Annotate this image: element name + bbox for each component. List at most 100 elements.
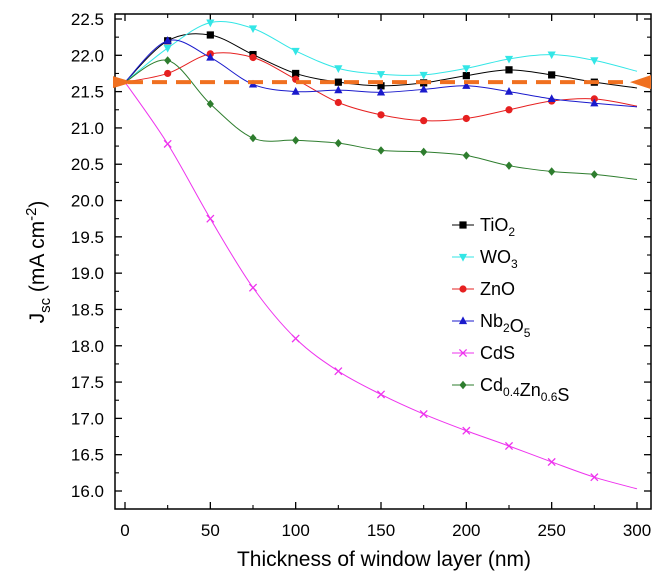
legend-label-part: 0.4 (503, 385, 520, 399)
y-axis-title-group: Jsc (mA cm-2) (23, 201, 54, 324)
data-point-Cd0.4Zn0.6S-250 (548, 167, 556, 176)
y-tick-label-21.5: 21.5 (71, 83, 104, 102)
legend-item-CdS: CdS (452, 343, 515, 363)
plot-area (113, 19, 651, 490)
y-tick-label-20.0: 20.0 (71, 192, 104, 211)
legend-label-part: S (557, 385, 569, 405)
data-point-Cd0.4Zn0.6S-25 (164, 56, 172, 65)
data-point-Cd0.4Zn0.6S-225 (505, 161, 513, 170)
data-point-TiO2-225 (505, 66, 513, 74)
legend-marker-TiO2 (459, 221, 467, 229)
data-point-WO3-175 (419, 71, 428, 80)
legend-item-ZnO: ZnO (452, 279, 515, 299)
data-point-ZnO-225 (505, 106, 513, 114)
data-point-Nb2O5-175 (419, 84, 428, 93)
legend-marker-Nb2O5 (458, 316, 468, 325)
data-point-TiO2-250 (548, 71, 556, 79)
data-point-TiO2-125 (334, 78, 342, 86)
legend-label-part: Nb (480, 311, 503, 331)
data-point-CdS-75 (248, 283, 258, 292)
data-point-ZnO-75 (249, 53, 257, 62)
data-point-WO3-275 (590, 57, 599, 65)
y-tick-label-20.5: 20.5 (71, 155, 104, 174)
data-point-CdS-225 (504, 441, 514, 451)
x-tick-label-50: 50 (201, 521, 220, 540)
legend-label-WO3: WO3 (480, 247, 518, 271)
series-CdS (124, 81, 638, 490)
legend-label-part: 2 (503, 321, 510, 335)
data-point-Nb2O5-200 (462, 81, 471, 89)
legend-marker-ZnO (459, 285, 467, 293)
series-line-CdS (124, 81, 638, 490)
legend-item-TiO2: TiO2 (452, 215, 515, 239)
data-point-Nb2O5-225 (504, 87, 514, 95)
data-point-WO3-200 (462, 65, 471, 73)
legend-label-part: 5 (524, 326, 531, 340)
legend-label-part: WO (480, 247, 511, 267)
y-tick-label-19.5: 19.5 (71, 228, 104, 247)
y-tick-label-17.5: 17.5 (71, 373, 104, 392)
legend-label-part: Cd (480, 375, 503, 395)
y-tick-label-18.0: 18.0 (71, 337, 104, 356)
x-axis-title: Thickness of window layer (nm) (237, 548, 531, 571)
data-point-Cd0.4Zn0.6S-75 (249, 133, 257, 143)
data-point-WO3-25 (163, 44, 172, 53)
legend-item-Cd0.4Zn0.6S: Cd0.4Zn0.6S (452, 375, 569, 405)
data-point-Nb2O5-50 (206, 52, 215, 61)
data-point-WO3-100 (291, 47, 300, 56)
data-point-Nb2O5-275 (590, 98, 599, 107)
data-point-Nb2O5-150 (376, 87, 386, 96)
series-Nb2O5 (124, 36, 638, 108)
y-axis-title-unit-sup: -2 (23, 208, 40, 221)
data-point-CdS-200 (462, 426, 471, 435)
data-point-Nb2O5-25 (163, 36, 172, 44)
x-tick-label-200: 200 (452, 521, 480, 540)
data-point-CdS-25 (163, 139, 172, 148)
reference-line-start-marker (113, 76, 133, 89)
data-point-WO3-250 (547, 51, 556, 60)
data-point-TiO2-150 (377, 82, 385, 90)
x-tick-label-250: 250 (537, 521, 565, 540)
legend-label-Nb2O5: Nb2O5 (480, 311, 531, 340)
data-point-TiO2-50 (206, 31, 214, 39)
data-point-CdS-150 (376, 390, 386, 399)
series-line-TiO2 (124, 33, 638, 89)
data-point-WO3-150 (376, 71, 386, 79)
x-tick-label-0: 0 (120, 521, 129, 540)
series-Cd0.4Zn0.6S (124, 56, 638, 180)
legend-label-part: TiO (480, 215, 508, 235)
data-point-ZnO-200 (462, 114, 470, 123)
legend-label-ZnO: ZnO (480, 279, 515, 299)
data-point-CdS-100 (291, 334, 300, 343)
y-axis-title-sub: sc (37, 297, 54, 313)
data-point-CdS-50 (206, 214, 215, 223)
legend-label-part: CdS (480, 343, 515, 363)
data-point-CdS-250 (547, 457, 556, 467)
y-axis-title-unit-pre: (mA cm (26, 221, 49, 298)
data-point-Cd0.4Zn0.6S-50 (206, 99, 214, 109)
data-point-ZnO-150 (377, 111, 385, 119)
legend-label-TiO2: TiO2 (480, 215, 515, 239)
y-axis-title: Jsc (mA cm-2) (23, 201, 54, 324)
y-tick-label-21.0: 21.0 (71, 119, 104, 138)
legend-label-part: 2 (508, 225, 515, 239)
data-point-Cd0.4Zn0.6S-175 (420, 147, 428, 157)
data-point-Cd0.4Zn0.6S-125 (334, 138, 342, 148)
data-point-ZnO-175 (420, 117, 428, 125)
legend-label-part: 0.6 (541, 390, 558, 404)
axes: 0 50 100 150 200 250 300 16.0 16.5 17.0 17.5 18.0 18… (71, 10, 651, 540)
legend-marker-WO3 (458, 253, 468, 262)
data-point-Cd0.4Zn0.6S-275 (590, 170, 598, 179)
data-point-CdS-175 (419, 409, 428, 419)
y-tick-label-22.0: 22.0 (71, 46, 104, 65)
data-point-WO3-125 (334, 65, 343, 73)
data-point-TiO2-200 (462, 72, 470, 80)
data-point-CdS-275 (590, 473, 599, 482)
x-tick-label-100: 100 (281, 521, 309, 540)
data-point-Nb2O5-250 (547, 94, 556, 102)
x-tick-label-300: 300 (623, 521, 651, 540)
y-tick-label-19.0: 19.0 (71, 264, 104, 283)
legend-label-Cd0.4Zn0.6S: Cd0.4Zn0.6S (480, 375, 569, 405)
